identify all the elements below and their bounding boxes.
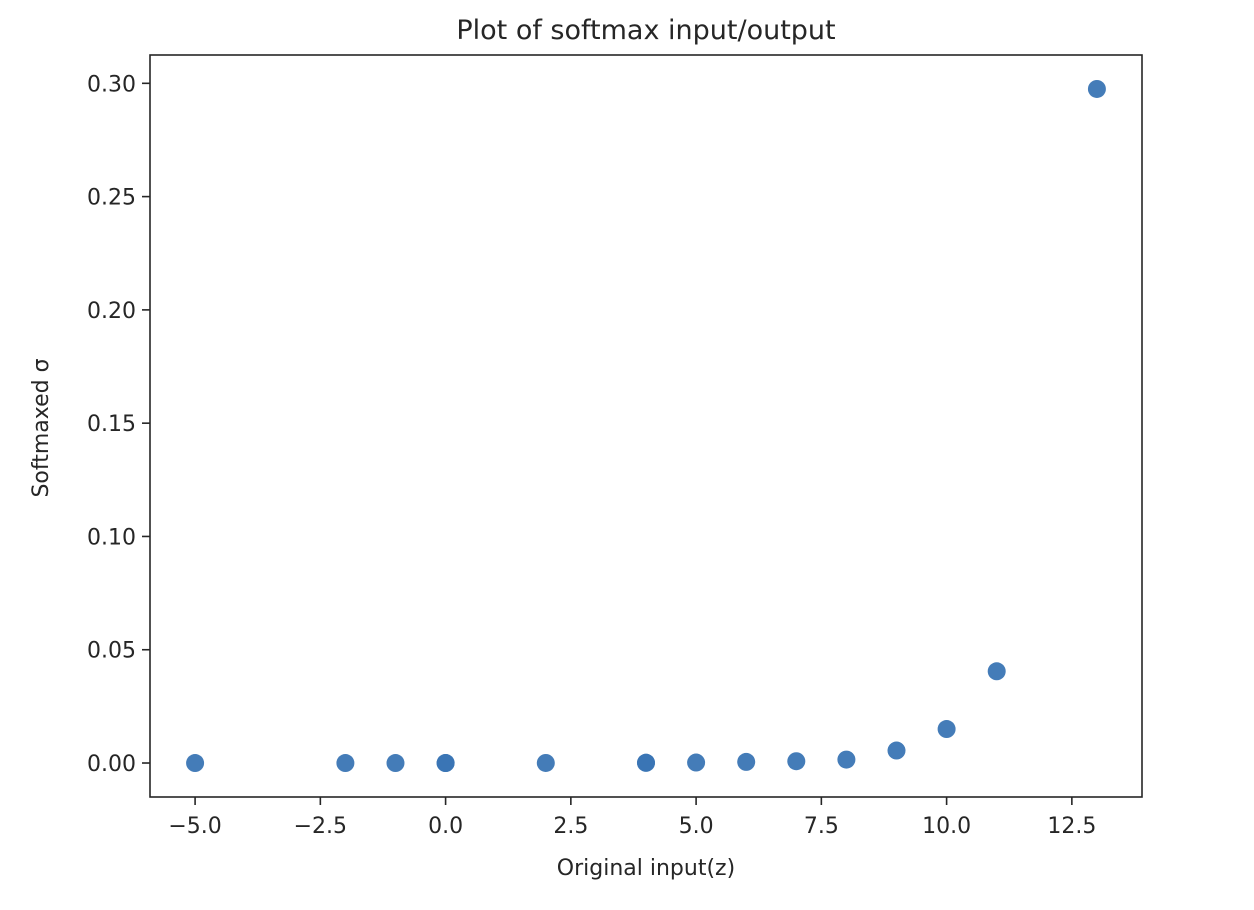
data-point — [436, 754, 455, 773]
data-point — [336, 754, 355, 773]
x-tick-label: 7.5 — [804, 814, 839, 839]
data-point — [186, 754, 205, 773]
data-point — [536, 753, 555, 772]
y-tick-label: 0.30 — [87, 72, 136, 97]
x-tick-label: 12.5 — [1047, 814, 1096, 839]
x-tick-label: 2.5 — [553, 814, 588, 839]
data-points — [186, 79, 1106, 773]
y-axis-ticks: 0.00 0.05 0.10 0.15 0.20 0.25 0.30 — [87, 72, 150, 777]
x-axis-label: Original input(z) — [557, 856, 735, 881]
data-point — [787, 752, 806, 771]
data-point — [687, 753, 706, 772]
data-point — [1087, 79, 1106, 98]
x-axis-ticks: −5.0 −2.5 0.0 2.5 5.0 7.5 10.0 12.5 — [168, 797, 1096, 839]
x-tick-label: −5.0 — [168, 814, 221, 839]
x-tick-label: −2.5 — [294, 814, 347, 839]
data-point — [937, 720, 956, 739]
plot-frame — [149, 54, 1143, 798]
chart-title: Plot of softmax input/output — [456, 15, 835, 46]
data-point — [637, 753, 655, 772]
data-point — [887, 741, 906, 760]
y-tick-label: 0.25 — [87, 186, 136, 211]
x-tick-label: 10.0 — [922, 814, 971, 839]
data-point — [837, 750, 856, 769]
y-axis-label: Softmaxed σ — [29, 358, 54, 497]
y-tick-label: 0.20 — [87, 299, 136, 324]
x-tick-label: 5.0 — [679, 814, 714, 839]
y-tick-label: 0.10 — [87, 525, 136, 550]
x-tick-label: 0.0 — [428, 814, 463, 839]
y-tick-label: 0.05 — [87, 639, 136, 664]
data-point — [987, 662, 1006, 681]
y-tick-label: 0.00 — [87, 752, 136, 777]
data-point — [386, 754, 405, 773]
y-tick-label: 0.15 — [87, 412, 136, 437]
data-point — [737, 752, 756, 771]
